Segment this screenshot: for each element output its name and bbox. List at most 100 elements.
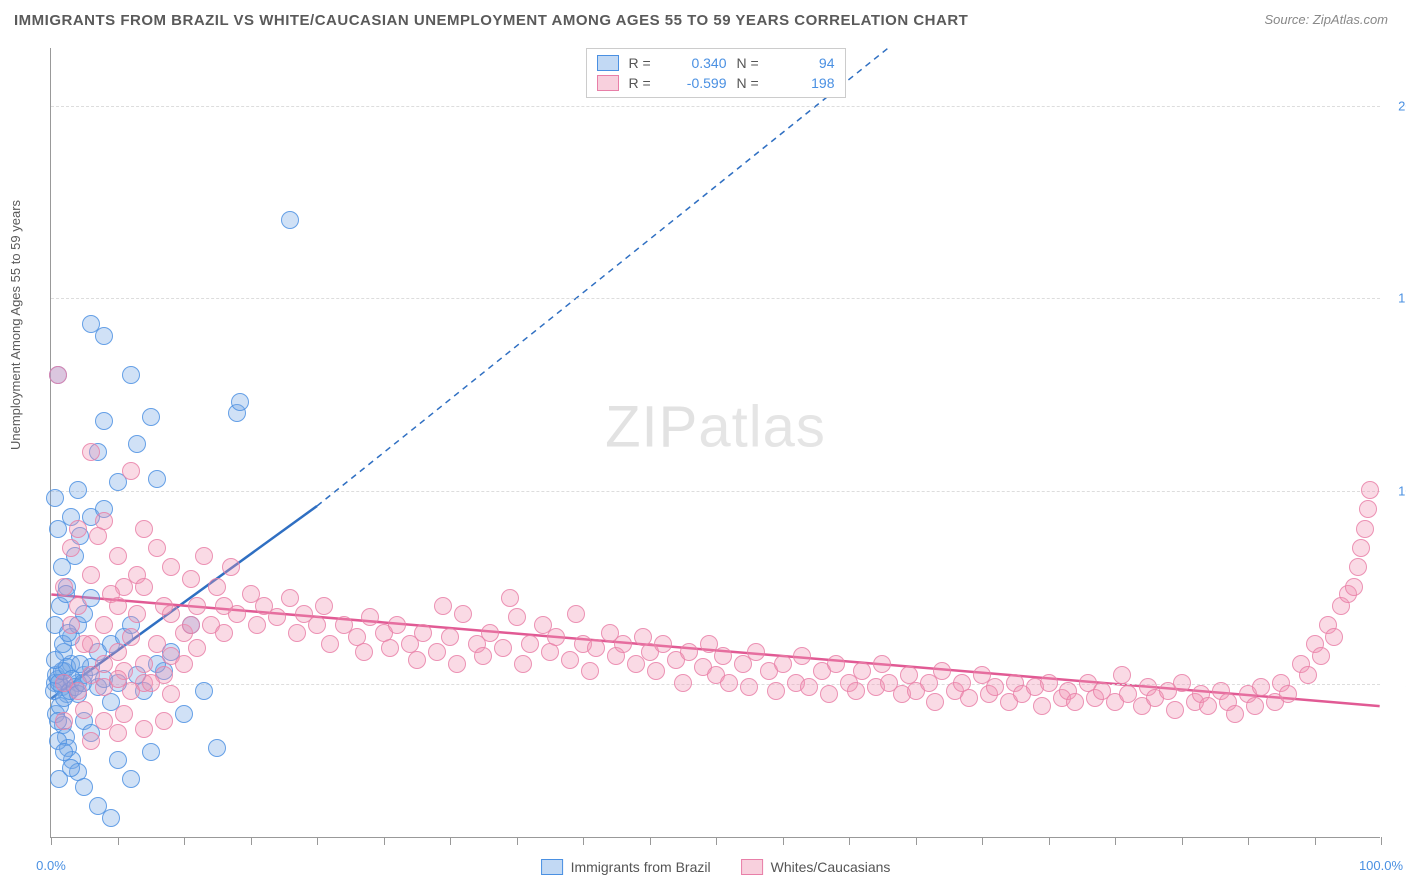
data-point [1246,697,1264,715]
x-tick [982,837,983,845]
data-point [1312,647,1330,665]
data-point [408,651,426,669]
swatch-blue-icon [541,859,563,875]
n-value-pink: 198 [775,75,835,91]
x-tick-label: 0.0% [36,858,66,873]
data-point [800,678,818,696]
data-point [321,635,339,653]
data-point [587,639,605,657]
data-point [767,682,785,700]
legend-label-pink: Whites/Caucasians [771,859,891,875]
data-point [222,558,240,576]
chart-title: IMMIGRANTS FROM BRAZIL VS WHITE/CAUCASIA… [14,12,968,29]
data-point [315,597,333,615]
data-point [933,662,951,680]
data-point [175,705,193,723]
data-point [182,570,200,588]
data-point [1113,666,1131,684]
r-label: R = [629,75,657,91]
data-point [62,759,80,777]
data-point [195,682,213,700]
data-point [155,712,173,730]
data-point [135,720,153,738]
data-point [1199,697,1217,715]
data-point [162,685,180,703]
data-point [95,616,113,634]
source-attribution: Source: ZipAtlas.com [1264,12,1388,27]
x-tick [450,837,451,845]
data-point [926,693,944,711]
data-point [122,366,140,384]
data-point [1345,578,1363,596]
legend-label-blue: Immigrants from Brazil [571,859,711,875]
data-point [115,705,133,723]
r-value-blue: 0.340 [667,55,727,71]
data-point [109,547,127,565]
data-point [1040,674,1058,692]
data-point [281,211,299,229]
x-tick [51,837,52,845]
x-tick [1182,837,1183,845]
data-point [474,647,492,665]
data-point [1359,500,1377,518]
x-tick [849,837,850,845]
y-tick-label: 10.0% [1398,484,1406,499]
data-point [288,624,306,642]
data-point [128,605,146,623]
trend-lines [51,48,1380,837]
data-point [1252,678,1270,696]
data-point [1349,558,1367,576]
n-value-blue: 94 [775,55,835,71]
data-point [448,655,466,673]
data-point [268,608,286,626]
data-point [142,408,160,426]
data-point [1356,520,1374,538]
data-point [381,639,399,657]
data-point [109,724,127,742]
data-point [49,366,67,384]
data-point [46,489,64,507]
data-point [109,597,127,615]
data-point [122,770,140,788]
x-tick [384,837,385,845]
data-point [95,327,113,345]
data-point [128,435,146,453]
plot-area: ZIPatlas R = 0.340 N = 94 R = -0.599 N =… [50,48,1380,838]
data-point [1173,674,1191,692]
x-tick [1115,837,1116,845]
x-tick [184,837,185,845]
data-point [494,639,512,657]
data-point [747,643,765,661]
data-point [714,647,732,665]
x-tick [716,837,717,845]
data-point [454,605,472,623]
gridline [51,106,1380,107]
n-label: N = [737,55,765,71]
data-point [441,628,459,646]
gridline [51,298,1380,299]
x-tick [1248,837,1249,845]
swatch-pink-icon [597,75,619,91]
legend-item-pink: Whites/Caucasians [741,859,891,875]
data-point [827,655,845,673]
data-point [1352,539,1370,557]
y-axis-label: Unemployment Among Ages 55 to 59 years [8,200,23,450]
data-point [1325,628,1343,646]
x-tick [317,837,318,845]
data-point [142,674,160,692]
data-point [195,547,213,565]
data-point [82,566,100,584]
data-point [208,578,226,596]
data-point [82,443,100,461]
data-point [853,662,871,680]
data-point [69,520,87,538]
data-point [720,674,738,692]
x-tick [783,837,784,845]
data-point [547,628,565,646]
data-point [89,527,107,545]
data-point [680,643,698,661]
data-point [514,655,532,673]
data-point [567,605,585,623]
data-point [46,651,64,669]
x-tick [1049,837,1050,845]
